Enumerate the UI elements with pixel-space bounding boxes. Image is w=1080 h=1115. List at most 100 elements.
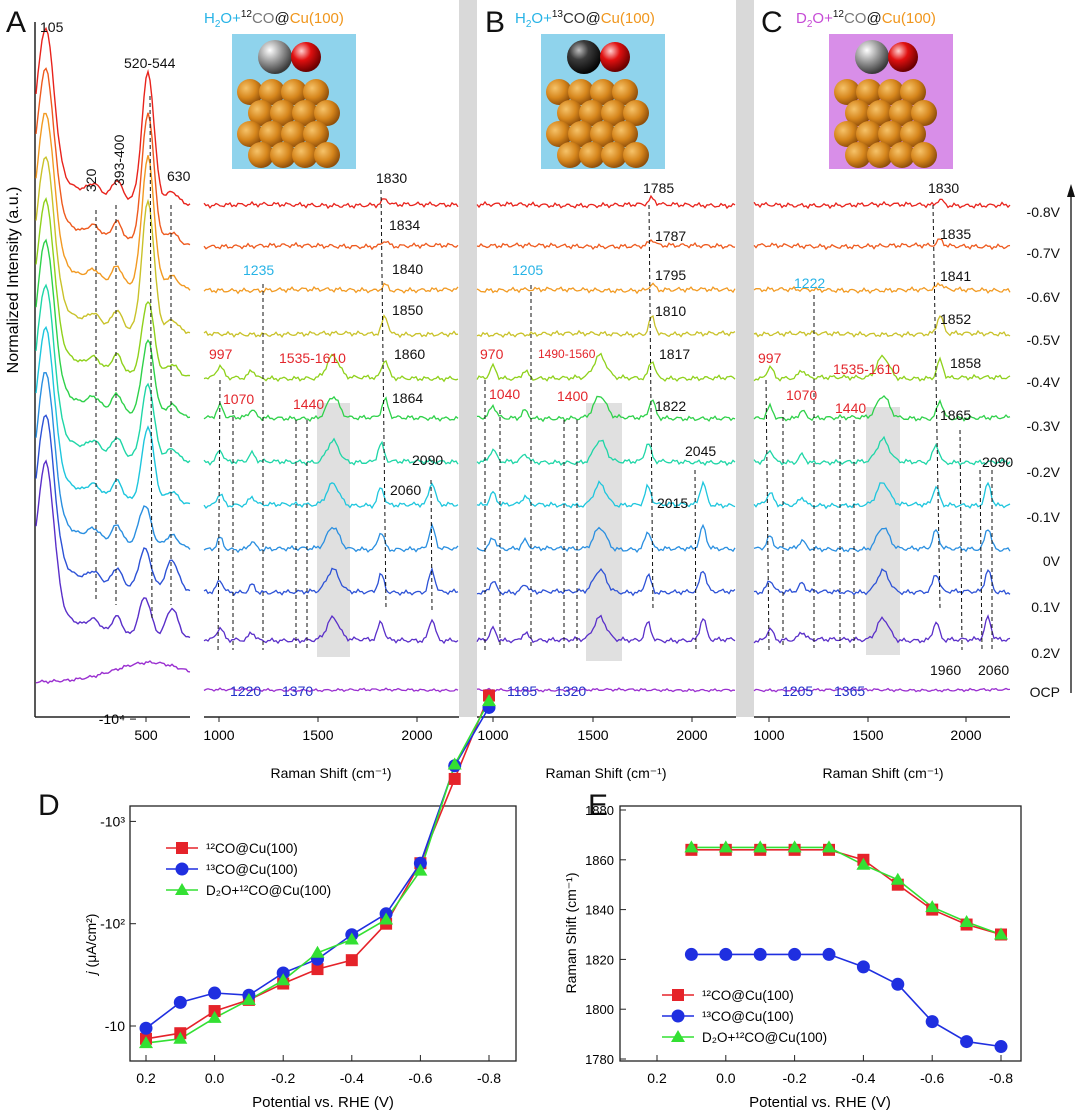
panel-a-tick-500: 500 [134, 727, 158, 743]
legend-entry: ¹²CO@Cu(100) [206, 841, 298, 856]
cu-atom [557, 142, 583, 168]
panel-c-tick-2000: 2000 [950, 727, 981, 743]
legend-entry: ¹³CO@Cu(100) [206, 862, 298, 877]
potential-labels: -0.8V -0.7V -0.6V -0.5V -0.4V -0.3V -0.2V -0.1V… [1027, 204, 1061, 700]
inset-image-c [829, 34, 953, 169]
panel-letter-b: B [485, 6, 505, 39]
data-point [994, 927, 1008, 940]
cu-atom [900, 79, 926, 105]
data-point [753, 947, 767, 961]
spectrum-c [753, 282, 1011, 295]
panel-d-ylabel: j (μA/cm²) [83, 914, 99, 977]
inset-image-a [232, 34, 356, 169]
cu-atom [623, 142, 649, 168]
label-a-1370: 1370 [282, 683, 313, 699]
panel-c-tick-1000: 1000 [753, 727, 784, 743]
data-point [890, 872, 905, 885]
cu-atom [557, 100, 583, 126]
cu-atom [281, 79, 307, 105]
label-c-2060: 2060 [978, 662, 1009, 678]
peak-guide-lines [95, 95, 993, 654]
peak-guide-line [149, 95, 153, 619]
data-point [684, 840, 699, 853]
spectrum-a [203, 314, 459, 339]
potential-label: 0.2V [1031, 645, 1060, 661]
label-c-1440: 1440 [835, 400, 866, 416]
cu-atom [237, 79, 263, 105]
cu-atom [259, 121, 285, 147]
inset-title-b-cu: Cu(100) [601, 10, 655, 27]
label-a-105: 105 [40, 19, 64, 35]
label-c-1205: 1205 [782, 683, 813, 699]
spectrum-b [476, 439, 736, 467]
panel-d-x-tick: -0.2 [271, 1070, 295, 1086]
spectrum-a [203, 240, 459, 251]
data-point [310, 945, 325, 958]
potential-label: 0.1V [1031, 599, 1060, 615]
data-point [891, 977, 905, 991]
inset-title-c-iso: 12 [833, 9, 845, 20]
cu-atom [248, 100, 274, 126]
cu-atom [878, 79, 904, 105]
spectrum-a-low [35, 371, 191, 550]
panel-e-ylabel: Raman Shift (cm⁻¹) [563, 873, 579, 994]
data-point [344, 932, 359, 945]
highlight-band-a [317, 403, 350, 657]
label-c-1222: 1222 [794, 275, 825, 291]
panel-d-y-tick: -10⁴ [99, 711, 125, 727]
data-point [276, 966, 290, 980]
data-point [175, 862, 189, 876]
cu-atom [303, 121, 329, 147]
spectrum-a [203, 615, 459, 645]
inset-title-a-sub: 2 [215, 19, 221, 30]
cu-atom [248, 142, 274, 168]
label-c-1535-1610: 1535-1610 [833, 361, 900, 377]
cu-atom [270, 142, 296, 168]
label-b-1817: 1817 [659, 346, 690, 362]
data-point [719, 947, 733, 961]
data-point [822, 947, 836, 961]
label-c-1858: 1858 [950, 355, 981, 371]
label-a-1860: 1860 [394, 346, 425, 362]
cu-atom [281, 121, 307, 147]
inset-title-a-cu: Cu(100) [290, 10, 344, 27]
inset-title-c-d: D [796, 10, 807, 27]
panel-separator-ab [459, 0, 477, 717]
label-c-1835: 1835 [940, 226, 971, 242]
inset-title-b-oplus: O+ [531, 10, 552, 27]
data-point [684, 947, 698, 961]
panel-c-tick-1500: 1500 [852, 727, 883, 743]
spectrum-c [753, 435, 1011, 466]
spectrum-a [203, 522, 459, 554]
cu-atom [845, 142, 871, 168]
cu-atom [911, 142, 937, 168]
spectrum-c [753, 394, 1011, 422]
legend-entry: D₂O+¹²CO@Cu(100) [702, 1030, 827, 1045]
potential-label: -0.8V [1027, 204, 1061, 220]
spectrum-c [753, 481, 1011, 510]
cu-atom [601, 142, 627, 168]
potential-label: OCP [1030, 684, 1060, 700]
spectrum-c [753, 315, 1011, 338]
inset-title-c-co: CO [844, 10, 867, 27]
spectrum-a-low [35, 26, 191, 207]
panel-e-plot: 0.2 0.0 -0.2 -0.4 -0.6 -0.8 1780 1800 1820 1840 18… [563, 803, 1022, 1111]
panel-e-y-tick: 1780 [585, 1052, 614, 1067]
peak-guide-line [430, 479, 433, 611]
label-a-1070: 1070 [223, 391, 254, 407]
series-line [691, 953, 1002, 1048]
spectrum-b [476, 614, 736, 645]
series-line [145, 706, 490, 1029]
data-point [856, 960, 870, 974]
cu-atom [911, 100, 937, 126]
cu-atom [292, 100, 318, 126]
inset-title-b: H2O+13CO@Cu(100) [515, 9, 655, 30]
label-b-1810: 1810 [655, 303, 686, 319]
data-point [311, 963, 324, 976]
panel-e-legend: ¹²CO@Cu(100) ¹³CO@Cu(100) D₂O+¹²CO@Cu(100) [662, 988, 827, 1045]
panel-e-y-tick: 1820 [585, 952, 614, 967]
series-line [145, 700, 490, 1044]
cu-atom [900, 121, 926, 147]
spectrum-a-low [35, 156, 191, 335]
